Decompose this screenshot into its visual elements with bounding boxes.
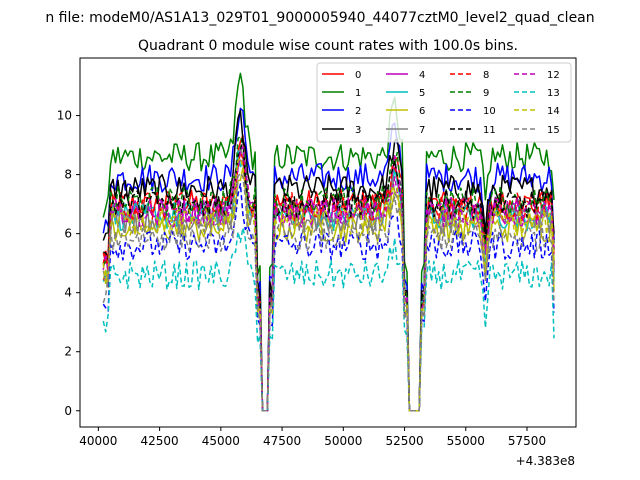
series-line-12 (102, 145, 555, 412)
series-line-13 (102, 227, 555, 412)
y-tick-label: 0 (64, 404, 72, 418)
legend-label-6: 6 (419, 106, 425, 117)
legend-label-2: 2 (355, 106, 361, 117)
chart-title: Quadrant 0 module wise count rates with … (138, 38, 518, 54)
legend-label-12: 12 (547, 70, 560, 81)
legend-label-9: 9 (483, 88, 489, 99)
legend-label-3: 3 (355, 125, 361, 136)
series-line-11 (103, 136, 555, 412)
legend-label-13: 13 (547, 88, 560, 99)
x-tick-label: 42500 (141, 434, 179, 448)
axes-frame (79, 57, 577, 428)
plot-area: 40000 42500 45000 47500 50000 52500 55000 57500… (57, 57, 577, 468)
legend-label-1: 1 (355, 88, 361, 99)
series-line-3 (102, 109, 555, 412)
legend-label-4: 4 (419, 70, 425, 81)
x-axis: 40000 42500 45000 47500 50000 52500 55000 57500 (79, 427, 546, 448)
y-tick-label: 2 (64, 345, 72, 359)
x-tick-label: 50000 (324, 434, 362, 448)
figure-suptitle: n file: modeM0/AS1A13_029T01_9000005940_… (45, 10, 594, 26)
series-line-15 (102, 172, 555, 412)
y-tick-label: 4 (64, 286, 72, 300)
x-tick-label: 52500 (385, 434, 423, 448)
legend-label-7: 7 (419, 125, 425, 136)
series-line-14 (102, 157, 555, 412)
legend-label-11: 11 (483, 125, 496, 136)
legend-label-15: 15 (547, 125, 560, 136)
x-tick-label: 40000 (79, 434, 117, 448)
legend-label-5: 5 (419, 88, 425, 99)
y-tick-label: 8 (64, 168, 72, 182)
series-line-1 (102, 72, 555, 412)
legend-label-14: 14 (547, 106, 560, 117)
x-tick-label: 45000 (202, 434, 240, 448)
series-layer (102, 72, 555, 412)
x-tick-label: 55000 (447, 434, 485, 448)
y-tick-label: 6 (64, 227, 72, 241)
legend-box (316, 62, 572, 143)
x-tick-label: 57500 (508, 434, 546, 448)
legend-label-0: 0 (355, 70, 361, 81)
legend-label-8: 8 (483, 70, 489, 81)
y-axis: 0 2 4 6 8 10 (57, 109, 80, 418)
x-offset-text: +4.383e8 (516, 454, 575, 468)
y-tick-label: 10 (57, 109, 72, 123)
x-tick-label: 47500 (263, 434, 301, 448)
legend-label-10: 10 (483, 106, 496, 117)
